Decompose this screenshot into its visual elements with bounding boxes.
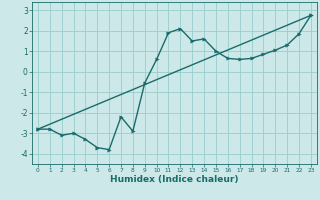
X-axis label: Humidex (Indice chaleur): Humidex (Indice chaleur) [110,175,239,184]
